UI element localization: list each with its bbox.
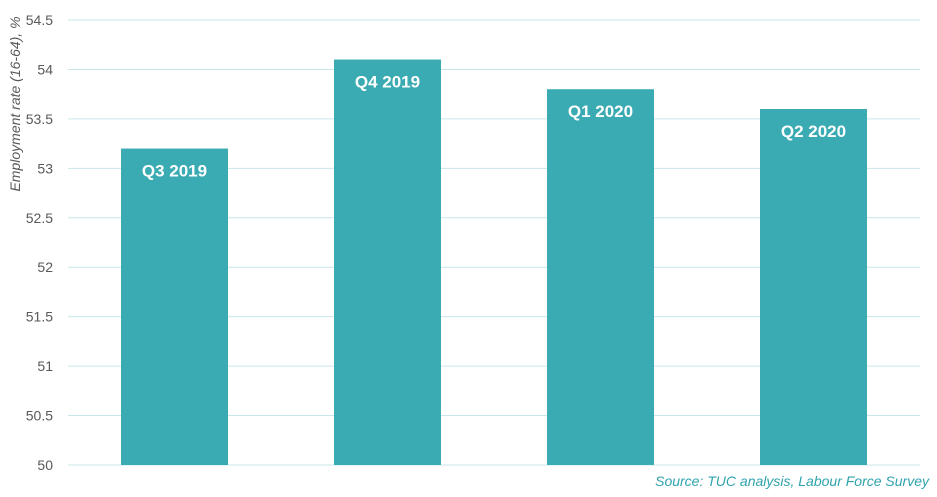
y-tick-label: 50.5 [26, 408, 53, 424]
bar-labels: Q3 2019 Q4 2019 Q1 2020 Q2 2020 [142, 73, 846, 181]
bar [334, 59, 441, 466]
y-axis-label: Employment rate (16-64), % [7, 16, 23, 191]
bars [121, 59, 867, 466]
bar-label: Q2 2020 [781, 122, 846, 141]
bar [121, 148, 228, 466]
y-tick-label: 51 [37, 358, 53, 374]
bar [760, 109, 867, 465]
source-note: Source: TUC analysis, Labour Force Surve… [655, 473, 929, 489]
y-tick-label: 52 [37, 259, 53, 275]
y-tick-label: 52.5 [26, 210, 53, 226]
y-tick-label: 51.5 [26, 309, 53, 325]
y-tick-label: 50 [37, 457, 53, 473]
y-axis-ticks: 50 50.5 51 51.5 52 52.5 53 53.5 54 54.5 [26, 12, 53, 473]
bar [547, 89, 654, 465]
y-tick-label: 54.5 [26, 12, 53, 28]
y-tick-label: 53 [37, 160, 53, 176]
y-tick-label: 54 [37, 61, 53, 77]
bar-label: Q4 2019 [355, 73, 420, 92]
bar-label: Q1 2020 [568, 102, 633, 121]
y-tick-label: 53.5 [26, 111, 53, 127]
bar-label: Q3 2019 [142, 162, 207, 181]
